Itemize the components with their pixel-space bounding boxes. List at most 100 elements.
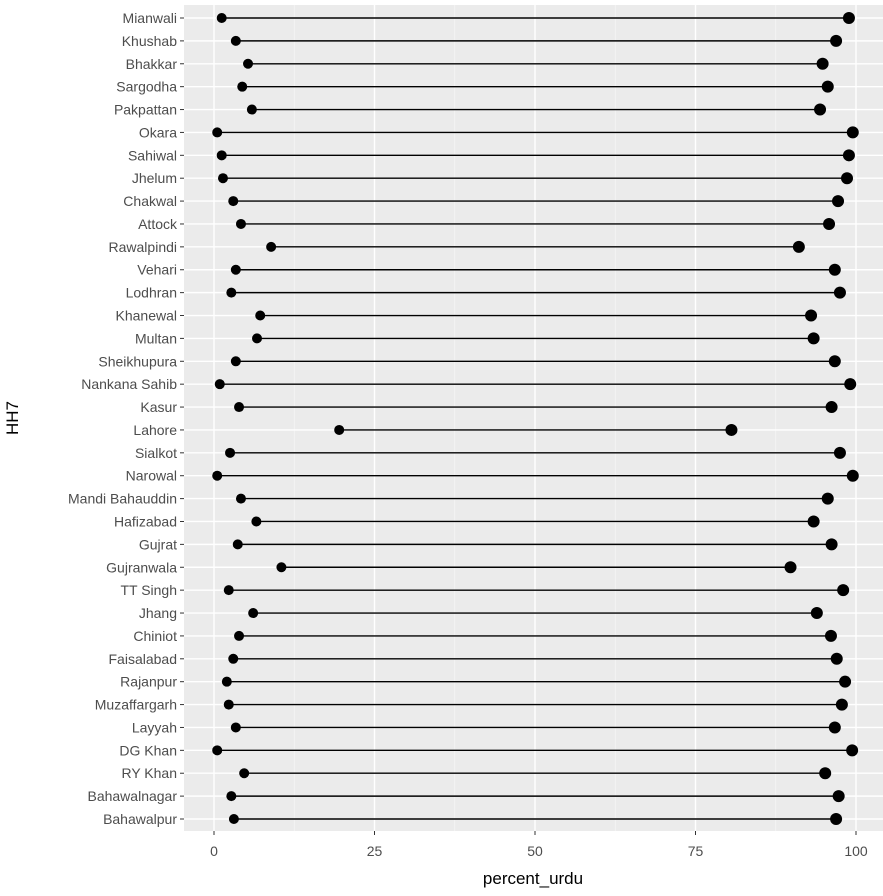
low-point <box>239 768 250 779</box>
y-tick-label: Mianwali <box>123 10 177 26</box>
high-point <box>844 378 857 391</box>
low-point <box>251 516 262 527</box>
low-point <box>212 127 223 138</box>
y-tick-label: Chiniot <box>133 628 177 644</box>
y-tick-label: Faisalabad <box>109 651 178 667</box>
high-point <box>825 538 838 551</box>
y-tick-label: Sialkot <box>135 445 177 461</box>
low-point <box>248 608 259 619</box>
low-point <box>225 447 236 458</box>
y-tick-label: Khanewal <box>116 308 178 324</box>
y-tick-label: Nankana Sahib <box>81 376 177 392</box>
high-point <box>846 469 859 482</box>
high-point <box>824 629 837 642</box>
low-point <box>228 196 239 207</box>
high-point <box>819 767 832 780</box>
high-point <box>846 744 859 757</box>
high-point <box>830 652 843 665</box>
low-point <box>235 493 246 504</box>
x-tick-label: 100 <box>844 843 868 859</box>
y-tick-label: Narowal <box>126 468 177 484</box>
low-point <box>243 58 254 69</box>
y-tick-label: Bahawalpur <box>103 811 177 827</box>
y-axis-title: HH7 <box>3 401 22 435</box>
y-tick-label: Sahiwal <box>128 147 177 163</box>
y-tick-label: Layyah <box>132 719 177 735</box>
high-point <box>807 332 820 345</box>
y-tick-label: Sargodha <box>116 79 177 95</box>
low-point <box>216 150 227 161</box>
high-point <box>846 126 859 139</box>
y-tick-label: Attock <box>138 216 178 232</box>
low-point <box>230 264 241 275</box>
y-tick-label: Khushab <box>122 33 177 49</box>
y-tick-label: Bhakkar <box>126 56 178 72</box>
high-point <box>832 195 845 208</box>
high-point <box>837 584 850 597</box>
high-point <box>833 446 846 459</box>
y-tick-label: Vehari <box>137 262 177 278</box>
high-point <box>842 12 855 24</box>
low-point <box>217 173 228 184</box>
x-tick-label: 0 <box>210 843 218 859</box>
high-point <box>821 80 834 93</box>
low-point <box>214 379 225 390</box>
y-tick-label: Rawalpindi <box>109 239 177 255</box>
y-tick-label: DG Khan <box>119 742 177 758</box>
high-point <box>810 607 823 620</box>
high-point <box>821 492 834 505</box>
y-tick-label: TT Singh <box>120 582 177 598</box>
y-tick-label: Jhelum <box>132 170 177 186</box>
y-tick-label: Lahore <box>133 422 177 438</box>
y-tick-label: Sheikhupura <box>98 353 177 369</box>
low-point <box>212 470 223 481</box>
high-point <box>830 34 843 47</box>
high-point <box>841 172 854 185</box>
low-point <box>230 35 241 46</box>
low-point <box>232 539 243 550</box>
high-point <box>792 240 805 253</box>
x-tick-label: 25 <box>367 843 383 859</box>
high-point <box>830 813 843 825</box>
low-point <box>226 287 237 298</box>
low-point <box>235 218 246 229</box>
high-point <box>828 355 841 368</box>
high-point <box>823 217 836 230</box>
high-point <box>835 698 848 711</box>
high-point <box>807 515 820 528</box>
low-point <box>234 630 245 641</box>
x-axis-title: percent_urdu <box>483 869 583 888</box>
low-point <box>246 104 257 115</box>
y-tick-label: Bahawalnagar <box>87 788 177 804</box>
y-tick-label: Okara <box>139 124 177 140</box>
high-point <box>828 263 841 276</box>
high-point <box>825 401 838 414</box>
low-point <box>226 791 237 802</box>
y-tick-label: Gujranwala <box>106 559 177 575</box>
high-point <box>725 423 738 436</box>
low-point <box>230 722 241 733</box>
low-point <box>223 699 234 710</box>
y-tick-label: Mandi Bahauddin <box>68 491 177 507</box>
high-point <box>814 103 827 116</box>
x-tick-label: 50 <box>527 843 543 859</box>
low-point <box>255 310 266 321</box>
y-tick-label: Gujrat <box>139 536 177 552</box>
high-point <box>828 721 841 734</box>
low-point <box>230 356 241 367</box>
y-tick-label: Lodhran <box>126 285 177 301</box>
low-point <box>212 745 223 756</box>
x-tick-label: 75 <box>688 843 704 859</box>
y-tick-label: Jhang <box>139 605 177 621</box>
y-tick-label: Muzaffargarh <box>95 697 177 713</box>
low-point <box>228 653 239 664</box>
plot-panel <box>184 5 883 831</box>
high-point <box>842 149 855 162</box>
low-point <box>221 676 232 687</box>
y-tick-label: RY Khan <box>121 765 177 781</box>
low-point <box>228 814 239 824</box>
low-point <box>234 402 245 413</box>
low-point <box>252 333 263 344</box>
low-point <box>276 562 287 573</box>
